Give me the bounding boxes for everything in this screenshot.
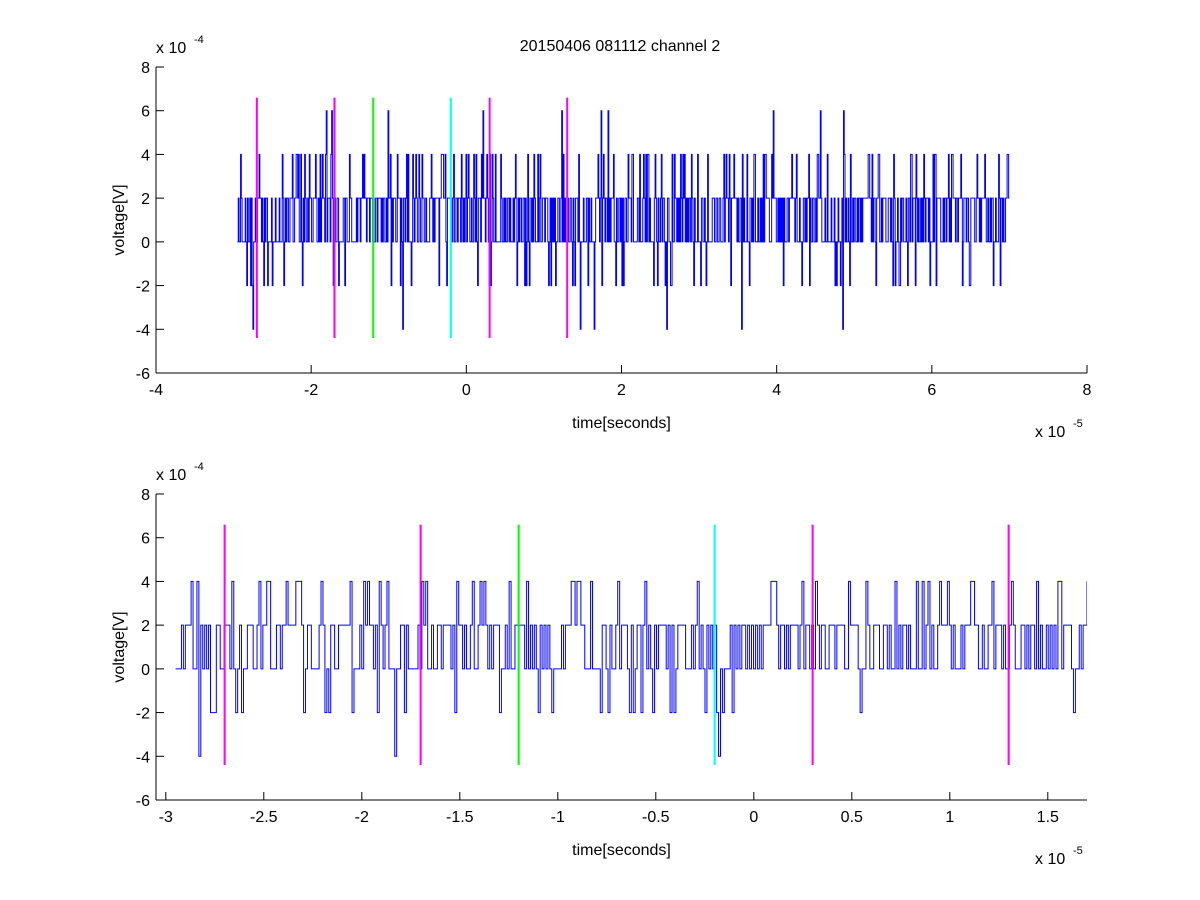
y-tick-label: 0 — [141, 662, 150, 679]
y-tick-label: -4 — [136, 749, 150, 766]
y-tick-label: -6 — [136, 793, 150, 810]
x-tick-label: -4 — [149, 382, 163, 399]
x-tick-label: 0 — [462, 382, 471, 399]
bottom-panel: -3 -2.5 -2 -1.5 -1 -0.5 0 0.5 1 1.5 -6 -4 -2 0 2 4 6 8 tim… — [111, 461, 1087, 868]
x-tick-label: 4 — [772, 382, 781, 399]
y-tick-label: 4 — [141, 147, 150, 164]
x-tick-label: 0.5 — [841, 809, 863, 826]
x-tick-label: -3 — [159, 809, 173, 826]
y-axis-label: voltage[V] — [111, 184, 128, 255]
x-tick-label: 2 — [617, 382, 626, 399]
y-tick-label: -2 — [136, 279, 150, 296]
y-tick-label: 6 — [141, 531, 150, 548]
y-axis-label: voltage[V] — [111, 611, 128, 682]
x-tick-label: -2.5 — [250, 809, 278, 826]
figure-title: 20150406 081112 channel 2 — [520, 38, 721, 55]
y-tick-label: 6 — [141, 104, 150, 121]
x-tick-label: -0.5 — [642, 809, 670, 826]
x-tick-label: -2 — [304, 382, 318, 399]
x-tick-label: -1.5 — [446, 809, 474, 826]
y-tick-label: 8 — [141, 487, 150, 504]
y-multiplier-label: x 10 — [156, 467, 186, 484]
voltage-trace-line — [237, 110, 1010, 330]
x-tick-label: 1.5 — [1037, 809, 1059, 826]
y-tick-label: 0 — [141, 235, 150, 252]
y-multiplier-exponent: -4 — [194, 461, 204, 473]
y-tick-label: 2 — [141, 191, 150, 208]
x-tick-label: 8 — [1083, 382, 1092, 399]
y-tick-label: 2 — [141, 618, 150, 635]
y-tick-label: -6 — [136, 366, 150, 383]
x-tick-label: -1 — [551, 809, 565, 826]
x-axis-label: time[seconds] — [572, 842, 671, 859]
x-multiplier-label: x 10 — [1035, 424, 1065, 441]
y-tick-label: 4 — [141, 574, 150, 591]
y-tick-label: -4 — [136, 322, 150, 339]
x-axis-label: time[seconds] — [572, 415, 671, 432]
y-multiplier-label: x 10 — [156, 40, 186, 57]
top-panel: -4 -2 0 2 4 6 8-6-4-202468time[seconds]voltage… — [111, 34, 1092, 441]
y-tick-label: 8 — [141, 60, 150, 77]
x-multiplier-exponent: -5 — [1073, 845, 1083, 857]
x-multiplier-exponent: -5 — [1073, 418, 1083, 430]
x-tick-label: 0 — [749, 809, 758, 826]
x-tick-label: 6 — [927, 382, 936, 399]
y-tick-label: -2 — [136, 706, 150, 723]
x-tick-label: 1 — [945, 809, 954, 826]
voltage-trace-line — [175, 580, 1087, 757]
y-multiplier-exponent: -4 — [194, 34, 204, 46]
x-tick-label: -2 — [355, 809, 369, 826]
x-multiplier-label: x 10 — [1035, 851, 1065, 868]
